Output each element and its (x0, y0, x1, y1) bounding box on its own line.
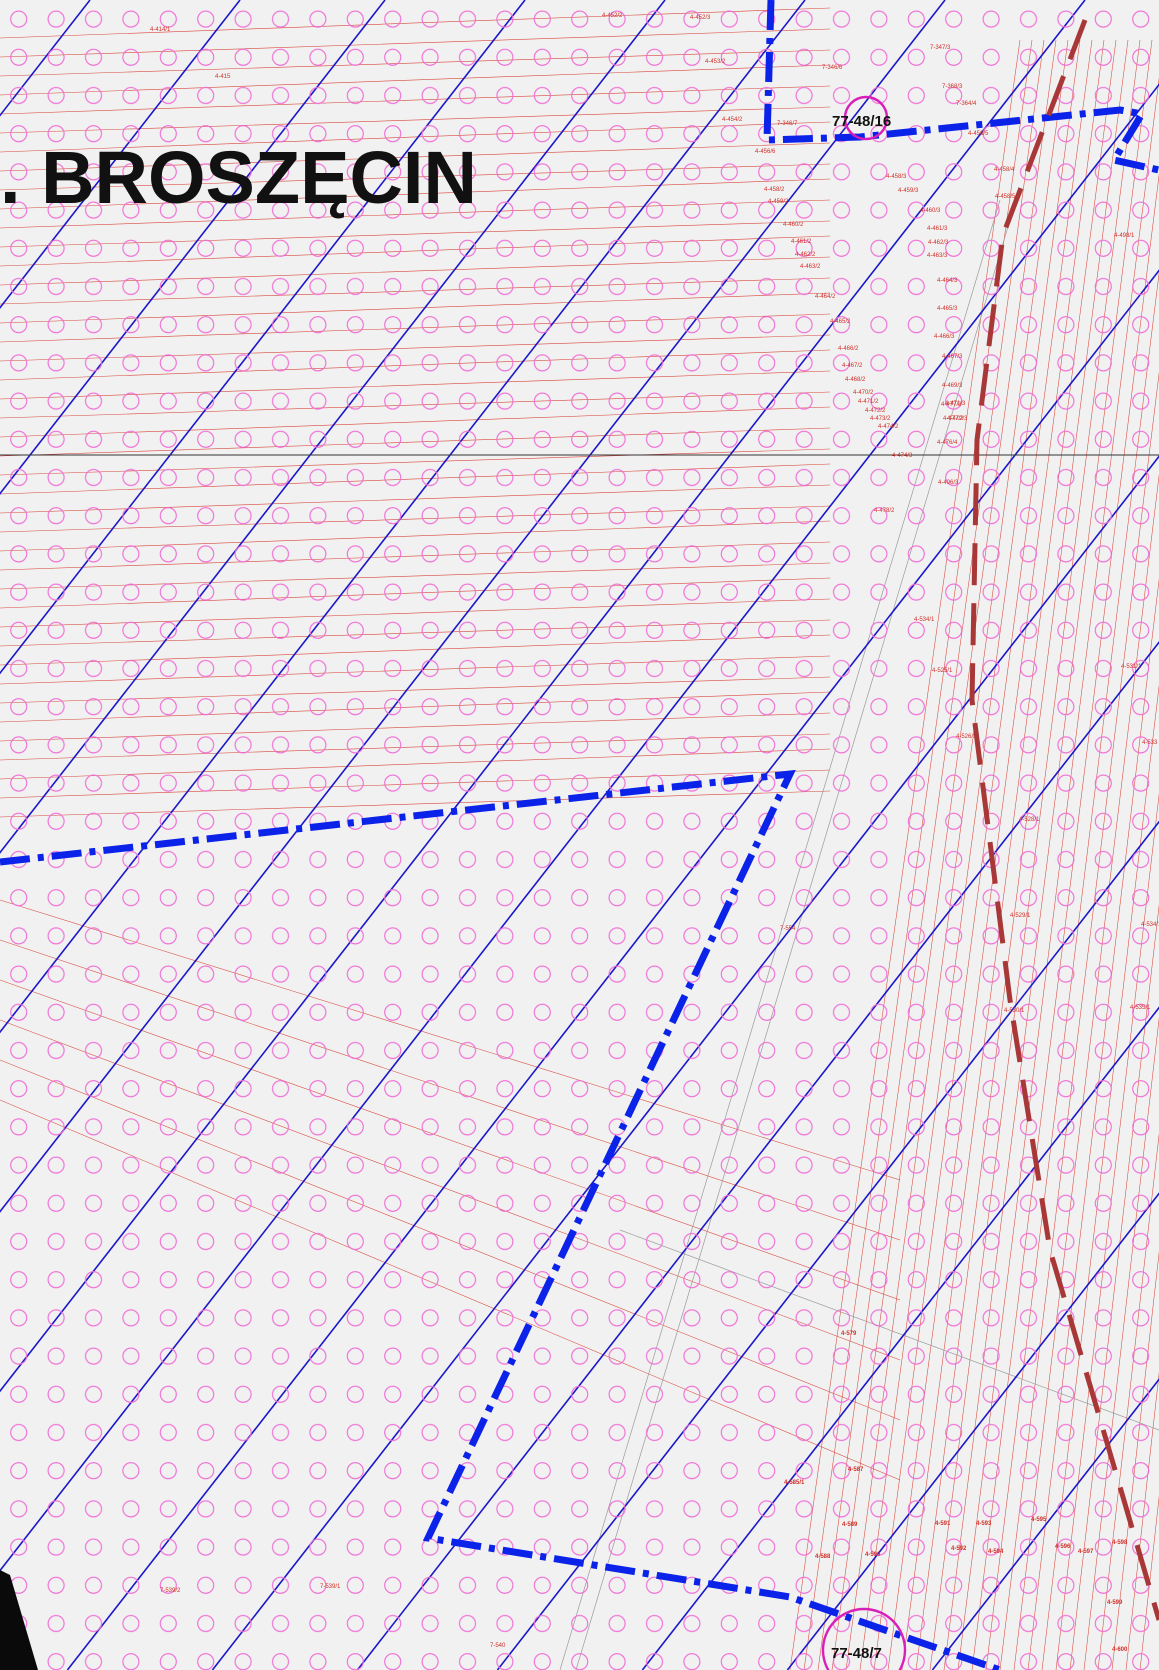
marker-circle-north[interactable] (843, 95, 889, 141)
parcel-label: 4-591 (935, 1521, 951, 1527)
parcel-label: 4-599 (1107, 1600, 1123, 1606)
parcel-label: 4-474/3 (892, 453, 913, 459)
parcel-label: 4-471/2 (858, 399, 879, 405)
parcel-label: 4-529/1 (1010, 913, 1031, 919)
parcel-label: 4-456/5 (968, 131, 989, 137)
parcel-label: 4-496/3 (938, 480, 959, 486)
parcel-label: 4-597 (1078, 1549, 1094, 1555)
parcel-label: 4-534/1 (914, 617, 935, 623)
parcel-label: 7-539/2 (160, 1588, 181, 1594)
parcel-label: 4-594 (988, 1549, 1004, 1555)
parcel-label: 7-540 (490, 1643, 506, 1649)
parcel-label: 4-589 (842, 1522, 858, 1528)
parcel-label: 4-590 (865, 1552, 881, 1558)
parcel-label: 4-460/3 (920, 208, 941, 214)
parcel-label: 4-456/6 (755, 149, 776, 155)
parcel-label: 4-462/3 (928, 240, 949, 246)
parcel-label: 4-476/4 (937, 440, 958, 446)
parcel-label: 4-478/2 (874, 508, 895, 514)
parcel-label: 4-458/3 (886, 174, 907, 180)
parcel-label: 4-458/2 (764, 187, 785, 193)
parcel-label: 4-465/2 (830, 319, 851, 325)
parcel-label: 4-458/4 (994, 167, 1015, 173)
parcel-label: 4-595 (1031, 1517, 1047, 1523)
parcel-label: 4-473/2 (870, 416, 891, 422)
parcel-label: 4-461/3 (927, 226, 948, 232)
parcel-label: 4-534/1 (1141, 922, 1159, 928)
parcel-label: 4-454/2 (722, 117, 743, 123)
parcel-label: 4-477/2 (943, 416, 964, 422)
parcel-label: 4-469/3 (942, 383, 963, 389)
parcel-label: 4-477/3 (941, 402, 962, 408)
parcel-label: 4-465/3 (937, 306, 958, 312)
map-edge-fill (0, 1570, 38, 1670)
parcel-label: 4-464/3 (937, 278, 958, 284)
parcel-label: 4-462/2 (795, 252, 816, 258)
parcel-label: 4-471/3 (945, 401, 966, 407)
parcel-label: 4-525/1 (932, 668, 953, 674)
parcel-label: 7-346/7 (777, 121, 798, 127)
parcel-label: 4-453/2 (705, 59, 726, 65)
parcel-label: 4-466/3 (934, 334, 955, 340)
parcel-label: 4-463/3 (927, 253, 948, 259)
parcel-label: 4-459/3 (898, 188, 919, 194)
parcel-label: 4-459/2 (768, 199, 789, 205)
parcel-label: 4-452/3 (690, 15, 711, 21)
parcel-label: 4-470/2 (853, 390, 874, 396)
parcel-label: 7-368/3 (942, 84, 963, 90)
parcel-label: 4-587 (848, 1467, 864, 1473)
parcel-label: 4-472/2 (865, 408, 886, 414)
parcel-label: 4-528/1 (1019, 817, 1040, 823)
parcel-label: 4-452/2 (602, 13, 623, 19)
parcel-label: 4-461/2 (791, 239, 812, 245)
parcel-label: 7-364/4 (956, 101, 977, 107)
parcel-label: 4-588 (815, 1554, 831, 1560)
parcel-label: 4-474/2 (878, 424, 899, 430)
parcel-label: 4-600 (1112, 1647, 1128, 1653)
map-title: . BROSZĘCIN (0, 136, 477, 219)
parcel-label: 4-460/2 (783, 222, 804, 228)
parcel-label: 7-539/1 (320, 1584, 341, 1590)
parcel-label: 4-531/1 (1121, 664, 1142, 670)
marker-label-south: 77-48/7 (831, 1645, 882, 1662)
parcel-label: 4-472/3 (947, 416, 968, 422)
parcel-label: 4-593 (976, 1521, 992, 1527)
parcel-label: 7-347/3 (930, 45, 951, 51)
parcel-label: 4-535/1 (1130, 1005, 1151, 1011)
parcel-label: 4-585/1 (784, 1480, 805, 1486)
marker-label-north: 77-48/16 (832, 113, 891, 130)
parcel-label: 4-414/1 (150, 27, 171, 33)
parcel-label: 4-533 (1142, 740, 1158, 746)
parcel-label: 4-579 (841, 1331, 857, 1337)
parcel-label: 4-592 (951, 1546, 967, 1552)
parcel-label: 4-467/2 (842, 363, 863, 369)
parcel-label: 7-346/6 (822, 65, 843, 71)
parcel-label: 4-466/2 (838, 346, 859, 352)
red-dashed-boundary (969, 19, 1159, 1621)
parcel-label: 4-464/2 (815, 294, 836, 300)
boundary-south (0, 769, 1002, 1670)
parcel-label: 4-596 (1055, 1544, 1071, 1550)
parcel-label: 4-468/2 (845, 377, 866, 383)
boundary-north (763, 0, 1159, 174)
parcel-label: 4-467/3 (942, 354, 963, 360)
parcel-label: 4-415 (215, 74, 231, 80)
parcel-label: 7-554 (780, 926, 796, 932)
parcel-label: 4-530/1 (1004, 1008, 1025, 1014)
parcel-label: 4-498/1 (1114, 233, 1135, 239)
parcel-label: 4-458/5 (995, 194, 1016, 200)
parcel-label: 4-526/1 (956, 734, 977, 740)
parcel-labels: 4-414/1 4-415 4-452/2 4-452/3 4-453/2 4-454/2… (150, 13, 1159, 1653)
parcel-label: 4-463/2 (800, 264, 821, 270)
marker-circle-south[interactable] (821, 1607, 907, 1670)
parcel-label: 4-598 (1112, 1540, 1128, 1546)
